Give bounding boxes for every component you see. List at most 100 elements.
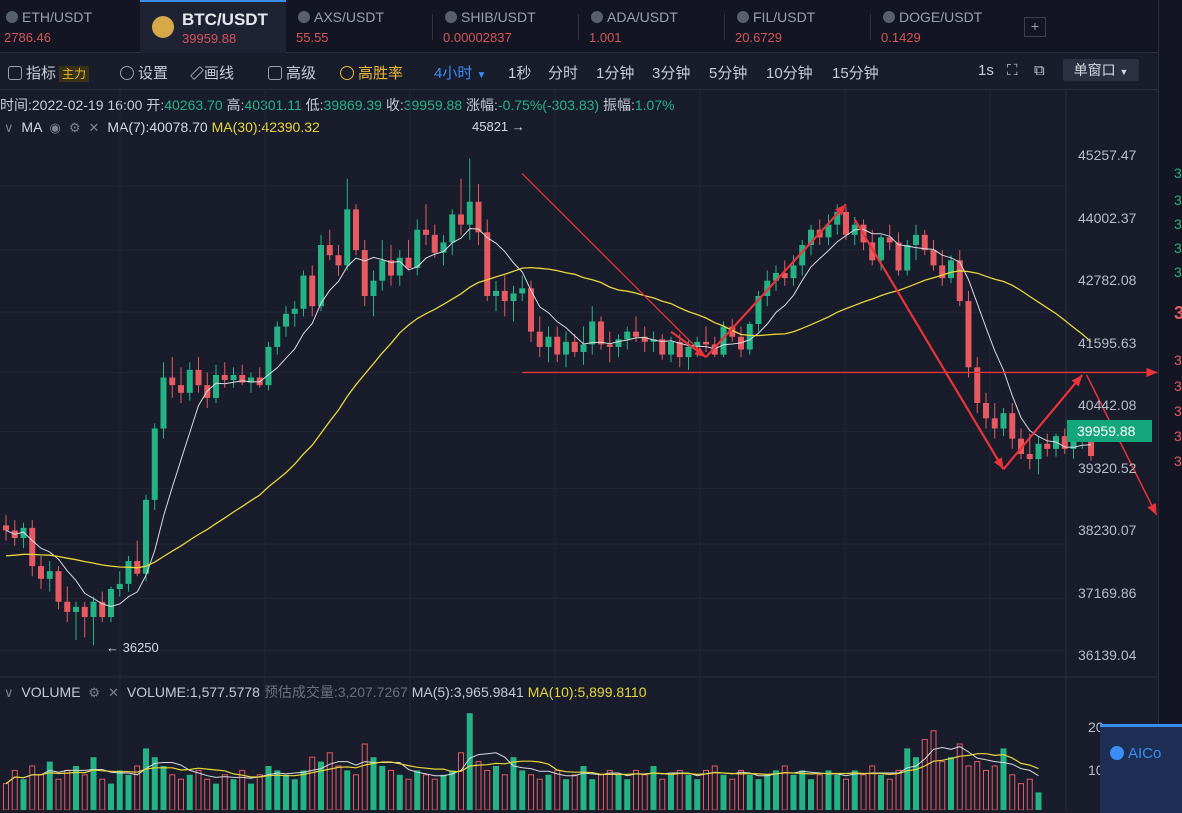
volume-bar [659, 778, 666, 810]
candles [3, 158, 1094, 646]
tab-fil-usdt[interactable]: FIL/USDT 20.6729 [731, 0, 871, 52]
close-icon[interactable]: ✕ [108, 685, 119, 700]
window-mode-label: 单窗口 [1073, 62, 1116, 78]
orderbook-value: 3 [1174, 165, 1182, 181]
volume-bar [834, 774, 841, 810]
volume-bar [983, 769, 989, 810]
volume-bar [414, 770, 421, 810]
volume-bar [624, 779, 631, 810]
close-value: 39959.88 [403, 97, 463, 113]
aicoin-popup[interactable]: AICo [1100, 724, 1182, 813]
win-rate-button[interactable]: 高胜率 [340, 62, 403, 83]
settings-button[interactable]: 设置 [120, 62, 168, 83]
interval-10m[interactable]: 10分钟 [766, 65, 813, 82]
grid [0, 90, 1066, 810]
volume-legend-row: ∨ VOLUME ⚙ ✕ VOLUME:1,577.5778 预估成交量:3,20… [0, 682, 647, 702]
interval-15m[interactable]: 15分钟 [832, 65, 879, 82]
volume-bar [265, 766, 272, 810]
candle-body [335, 255, 342, 266]
interval-5m[interactable]: 5分钟 [709, 65, 748, 82]
volume-bar [851, 770, 858, 810]
candle-body [948, 260, 954, 279]
downtrend-line-1 [521, 173, 707, 358]
volume-bar [396, 774, 403, 810]
main-force-badge[interactable]: 主力 [59, 66, 90, 82]
draw-button[interactable]: 画线 [189, 62, 234, 83]
volume-bar [484, 769, 491, 810]
tab-ada-usdt[interactable]: ADA/USDT 1.001 [585, 0, 725, 52]
window-mode-dropdown[interactable]: 单窗口 ▼ [1063, 59, 1139, 81]
tab-doge-usdt[interactable]: DOGE/USDT 0.1429 [877, 0, 1017, 52]
volume-bar [458, 752, 464, 810]
volume-bar [589, 779, 596, 810]
refresh-rate[interactable]: 1s [978, 62, 994, 79]
candle-body [510, 293, 517, 302]
open-value: 40263.70 [164, 97, 223, 113]
support-arrow-head [1146, 367, 1158, 378]
volume-bar [274, 770, 281, 810]
collapse-chevron-icon[interactable]: ∨ [4, 120, 14, 135]
candle-body [388, 260, 394, 276]
candle-body [440, 242, 447, 253]
candle-body [746, 324, 753, 350]
volume-bar [493, 766, 499, 810]
tab-price: 39959.88 [182, 31, 237, 46]
candle-body [633, 331, 639, 337]
volume-bar [90, 757, 97, 810]
volume-bar [283, 774, 289, 810]
projection-down-arrow-head [1147, 503, 1157, 516]
popout-icon[interactable]: ⧉ [1034, 62, 1045, 79]
fullscreen-icon[interactable]: ⛶ [1007, 62, 1018, 79]
tab-btc-usdt[interactable]: BTC/USDT 39959.88 [140, 0, 286, 54]
interval-timeshare[interactable]: 分时 [548, 65, 579, 82]
volume-bar [536, 778, 543, 810]
tab-axs-usdt[interactable]: AXS/USDT 55.55 [292, 0, 432, 52]
candle-body [580, 344, 587, 353]
tab-symbol: DOGE/USDT [899, 9, 983, 25]
interval-3m[interactable]: 3分钟 [652, 65, 691, 82]
advanced-button[interactable]: 高级 [268, 62, 316, 83]
orderbook-value: 3 [1174, 378, 1182, 394]
interval-dropdown[interactable]: 4小时 ▼ [434, 62, 486, 83]
interval-1m[interactable]: 1分钟 [596, 65, 635, 82]
volume-bar [668, 774, 674, 810]
candle-body [1009, 413, 1016, 439]
tab-symbol: ETH/USDT [22, 9, 92, 25]
volume-bar [685, 774, 692, 810]
candle-body [589, 321, 596, 345]
advanced-label: 高级 [286, 65, 317, 82]
estimated-volume-value: 3,207.7267 [337, 684, 408, 700]
volume-bar [965, 765, 972, 810]
candle-body [458, 214, 464, 225]
tab-shib-usdt[interactable]: SHIB/USDT 0.00002837 [439, 0, 579, 52]
candle-body [90, 601, 97, 618]
close-icon[interactable]: ✕ [88, 120, 100, 135]
candle-body [318, 245, 324, 307]
volume-bar [309, 756, 316, 810]
candle-body [668, 341, 674, 355]
candle-body [353, 209, 359, 251]
eye-icon[interactable]: ◉ [49, 120, 61, 135]
candle-body [965, 301, 972, 368]
tab-eth-usdt[interactable]: ETH/USDT 2786.46 [0, 0, 140, 52]
volume-bar [20, 779, 27, 810]
annotations [521, 173, 1158, 516]
candle-body [939, 265, 946, 279]
gear-icon[interactable]: ⚙ [88, 685, 101, 700]
tab-symbol: AXS/USDT [314, 9, 385, 25]
interval-1s[interactable]: 1秒 [508, 65, 532, 82]
candlestick-chart[interactable]: 45821 → ← 36250 [0, 0, 1158, 810]
add-tab-button[interactable]: + [1024, 17, 1046, 37]
candle-body [396, 257, 403, 276]
volume-bar [510, 757, 517, 810]
volume-bar [974, 761, 981, 810]
gear-icon[interactable]: ⚙ [68, 120, 81, 135]
volume-bar [326, 752, 333, 810]
volume-bar [948, 757, 954, 810]
volume-bar [808, 779, 814, 810]
indicators-button[interactable]: 指标 主力 [8, 62, 90, 83]
collapse-chevron-icon[interactable]: ∨ [4, 685, 14, 700]
orderbook-value: 3 [1174, 453, 1182, 469]
volume-bar [580, 766, 587, 810]
price-axis-label: 36139.04 [1078, 647, 1137, 663]
